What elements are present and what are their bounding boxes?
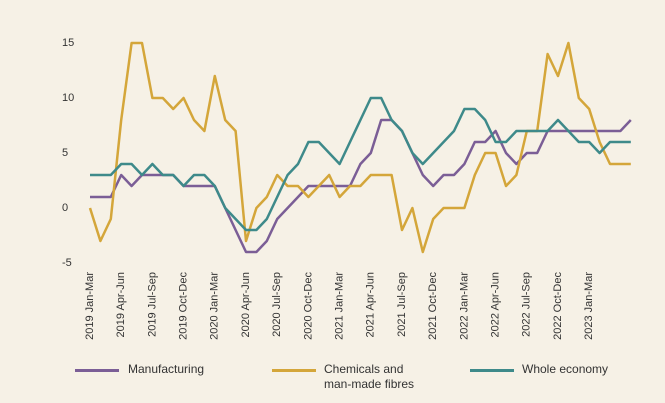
x-tick-label: 2022 Oct-Dec <box>552 272 564 340</box>
x-tick-label: 2022 Jan-Mar <box>458 272 470 340</box>
x-tick-label: 2020 Apr-Jun <box>240 272 252 337</box>
x-tick-label: 2020 Jan-Mar <box>209 272 221 340</box>
x-tick-label: 2021 Jan-Mar <box>334 272 346 340</box>
legend-swatch <box>75 369 119 372</box>
y-tick-label: 0 <box>62 202 68 214</box>
legend-swatch <box>272 369 316 372</box>
x-tick-label: 2019 Apr-Jun <box>115 272 127 337</box>
legend-label: Manufacturing <box>128 362 205 376</box>
y-tick-label: 15 <box>62 37 74 49</box>
x-tick-label: 2020 Oct-Dec <box>302 272 314 340</box>
x-tick-label: 2021 Oct-Dec <box>427 272 439 340</box>
y-tick-label: 10 <box>62 92 74 104</box>
line <box>90 96 631 232</box>
y-tick-label: 5 <box>62 147 68 159</box>
x-tick-label: 2019 Oct-Dec <box>178 272 190 340</box>
x-tick-label: 2023 Jan-Mar <box>583 272 595 340</box>
legend-label: Chemicals and man-made fibres <box>324 362 415 391</box>
legend-swatch <box>470 369 514 372</box>
x-tick-label: 2022 Jul-Sep <box>521 272 533 337</box>
plot: -5 0 5 10 15 2019 Jan-Mar 2019 Apr-Jun 2019 Jul… <box>62 37 632 340</box>
line <box>88 41 631 254</box>
x-tick-label: 2022 Apr-Jun <box>490 272 502 337</box>
x-tick-label: 2021 Jul-Sep <box>396 272 408 337</box>
y-tick-label: -5 <box>62 257 72 269</box>
x-tick-label: 2020 Jul-Sep <box>271 272 283 337</box>
x-tick-label: 2019 Jul-Sep <box>146 272 158 337</box>
x-tick-label: 2019 Jan-Mar <box>84 272 96 340</box>
legend-label: Whole economy <box>522 362 609 376</box>
x-tick-label: 2021 Apr-Jun <box>365 272 377 337</box>
